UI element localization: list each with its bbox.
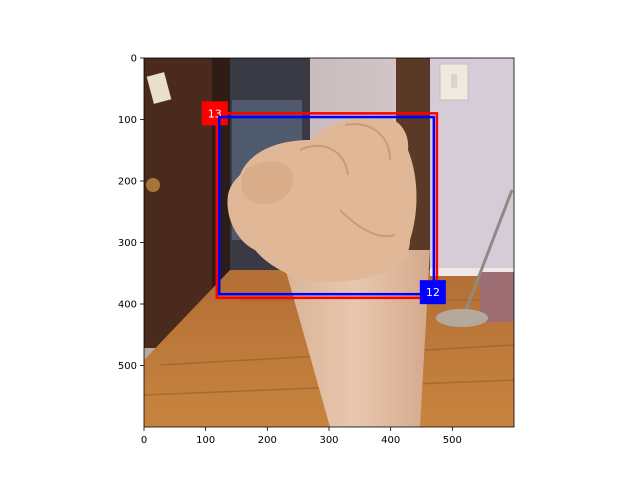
y-tick-label: 100 [118, 115, 137, 126]
thumb [241, 161, 294, 205]
x-tick-label: 200 [258, 435, 277, 446]
x-tick-label: 0 [141, 435, 147, 446]
x-tick-label: 100 [196, 435, 215, 446]
y-tick-label: 200 [118, 177, 137, 188]
x-tick-label: 500 [443, 435, 462, 446]
y-tick-label: 0 [131, 54, 137, 65]
door-knob [146, 178, 160, 192]
switch-toggle [451, 74, 457, 88]
fist [227, 118, 417, 283]
box-label-badge [201, 101, 228, 126]
door [144, 58, 212, 348]
baseboard [430, 268, 514, 276]
bounding-box-12[interactable] [217, 115, 436, 296]
lamp-base [436, 309, 488, 327]
sticky-note [146, 72, 172, 104]
box-label-text: 12 [426, 286, 440, 299]
rug [480, 272, 514, 322]
x-axis: 0 100 200 300 400 500 [141, 427, 462, 446]
box-label-badge [419, 280, 446, 305]
y-tick-label: 300 [118, 238, 137, 249]
y-axis: 0 100 200 300 400 500 [118, 54, 144, 372]
lamp-pole [464, 189, 514, 311]
x-tick-label: 400 [381, 435, 400, 446]
y-tick-label: 500 [118, 361, 137, 372]
x-tick-label: 300 [319, 435, 338, 446]
bounding-box-13[interactable] [215, 112, 439, 300]
y-tick-label: 400 [118, 300, 137, 311]
